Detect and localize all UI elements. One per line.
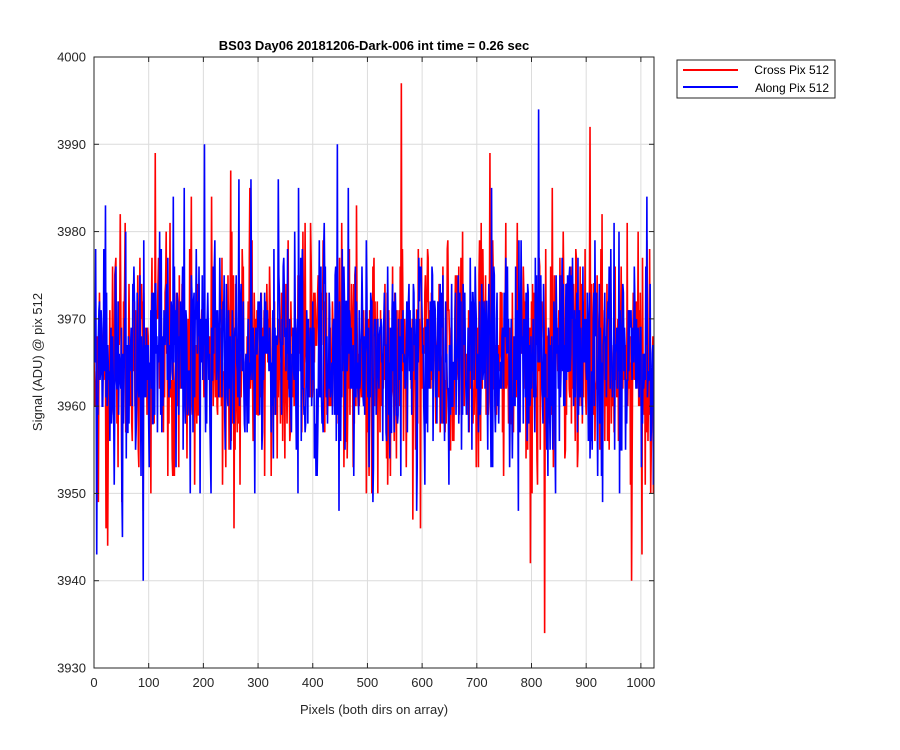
y-axis-label: Signal (ADU) @ pix 512 bbox=[30, 293, 45, 431]
y-tick-label: 3970 bbox=[57, 311, 86, 326]
x-tick-label: 900 bbox=[575, 675, 597, 690]
x-axis-label: Pixels (both dirs on array) bbox=[300, 702, 448, 717]
series-line-along-pix-512 bbox=[94, 109, 654, 581]
legend: Cross Pix 512 Along Pix 512 bbox=[676, 59, 836, 99]
x-tick-label: 600 bbox=[411, 675, 433, 690]
x-tick-label: 0 bbox=[90, 675, 97, 690]
x-tick-label: 500 bbox=[357, 675, 379, 690]
y-tick-label: 3930 bbox=[57, 661, 86, 676]
x-tick-label: 400 bbox=[302, 675, 324, 690]
series-lines bbox=[94, 83, 654, 634]
x-tick-label: 800 bbox=[521, 675, 543, 690]
x-tick-label: 100 bbox=[138, 675, 160, 690]
legend-label-cross: Cross Pix 512 bbox=[754, 63, 829, 77]
chart-title: BS03 Day06 20181206-Dark-006 int time = … bbox=[219, 38, 529, 53]
legend-label-along: Along Pix 512 bbox=[755, 81, 829, 95]
x-tick-label: 1000 bbox=[626, 675, 655, 690]
x-tick-label: 700 bbox=[466, 675, 488, 690]
x-tick-label: 200 bbox=[193, 675, 215, 690]
x-tick-label: 300 bbox=[247, 675, 269, 690]
legend-box bbox=[676, 59, 836, 99]
y-tick-label: 4000 bbox=[57, 50, 86, 65]
y-tick-label: 3990 bbox=[57, 137, 86, 152]
y-tick-label: 3950 bbox=[57, 486, 86, 501]
y-tick-label: 3980 bbox=[57, 224, 86, 239]
y-tick-label: 3960 bbox=[57, 399, 86, 414]
y-tick-label: 3940 bbox=[57, 573, 86, 588]
axis-ticks: 0 100 200 300 400 500 600 700 800 900 1000 3930 3940… bbox=[57, 50, 655, 691]
axes-box bbox=[93, 56, 655, 669]
